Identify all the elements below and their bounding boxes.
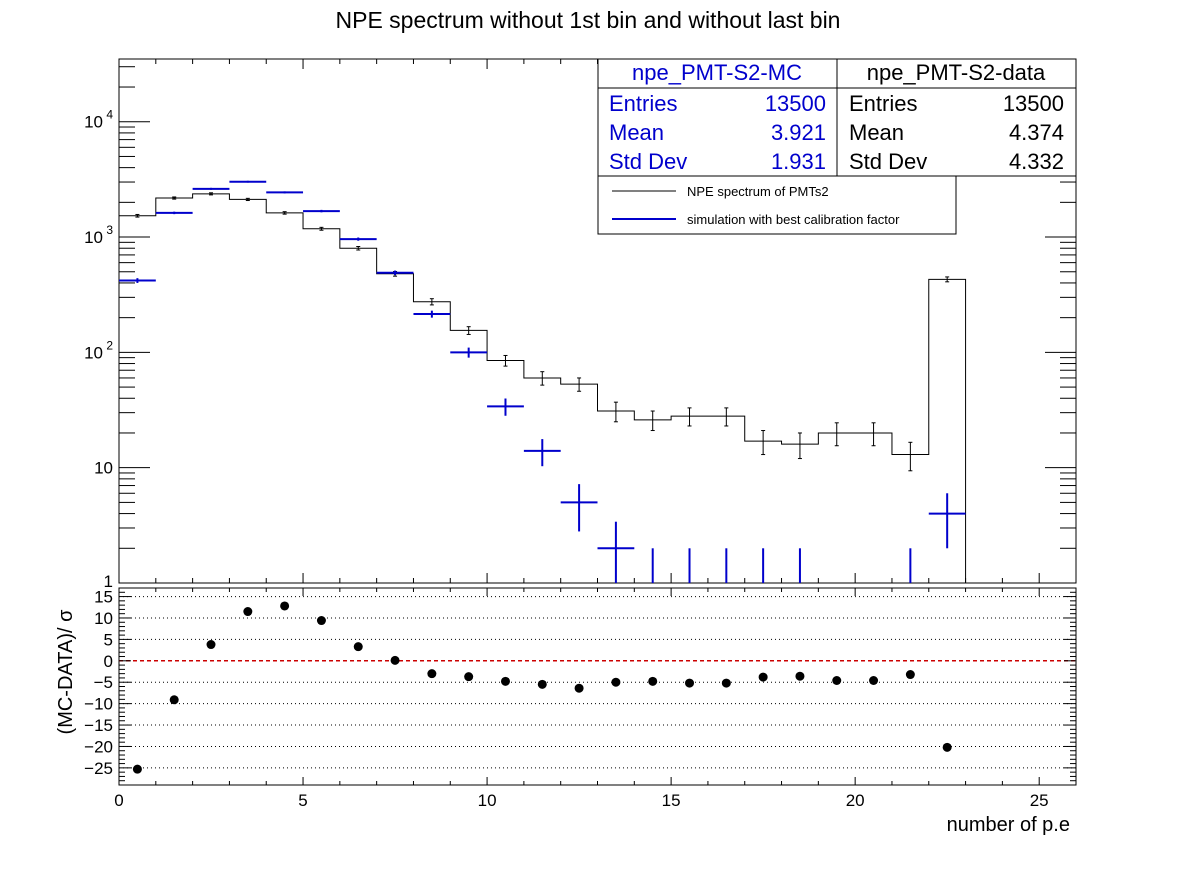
ratio-point xyxy=(685,678,695,688)
ratio-point xyxy=(795,671,805,681)
ratio-y-tick-label: 10 xyxy=(94,609,113,628)
ratio-point xyxy=(721,678,731,688)
top-y-tick-label-exponent: 4 xyxy=(106,108,113,122)
ratio-point xyxy=(132,764,142,774)
ratio-point xyxy=(427,669,437,679)
ratio-point xyxy=(537,679,547,689)
stats-data-entries-label: Entries xyxy=(849,91,917,116)
ratio-point xyxy=(869,676,879,686)
ratio-point xyxy=(206,640,216,650)
ratio-point xyxy=(574,683,584,693)
ratio-y-tick-label: 15 xyxy=(94,588,113,607)
x-tick-label: 15 xyxy=(662,791,681,810)
chart-title: NPE spectrum without 1st bin and without… xyxy=(336,7,841,33)
stats-mc-entries-label: Entries xyxy=(609,91,677,116)
stats-box-data: npe_PMT-S2-data Entries 13500 Mean 4.374… xyxy=(836,58,1077,177)
ratio-y-tick-label: −20 xyxy=(84,737,113,756)
data-histogram-line xyxy=(119,193,967,583)
x-tick-label: 10 xyxy=(478,791,497,810)
top-y-tick-label: 10 xyxy=(84,113,103,132)
ratio-point xyxy=(353,642,363,652)
x-tick-label: 20 xyxy=(846,791,865,810)
stats-data-std-label: Std Dev xyxy=(849,149,927,174)
ratio-point xyxy=(390,655,400,665)
ratio-point xyxy=(942,742,952,752)
x-tick-label: 0 xyxy=(114,791,123,810)
ratio-plot-frame xyxy=(118,587,1077,786)
x-axis-title: number of p.e xyxy=(947,814,1070,836)
ratio-y-tick-label: −10 xyxy=(84,695,113,714)
ratio-y-axis-title: (MC-DATA)/ σ xyxy=(55,609,77,735)
stats-data-entries: 13500 xyxy=(1003,91,1064,116)
stats-mc-mean-label: Mean xyxy=(609,120,664,145)
x-tick-label: 25 xyxy=(1030,791,1049,810)
stats-mc-std: 1.931 xyxy=(771,149,826,174)
stats-box-mc: npe_PMT-S2-MC Entries 13500 Mean 3.921 S… xyxy=(597,58,838,177)
ratio-y-tick-label: −25 xyxy=(84,759,113,778)
ratio-y-tick-label: 0 xyxy=(104,652,113,671)
ratio-point xyxy=(464,672,474,682)
ratio-point xyxy=(243,607,253,617)
ratio-y-tick-label: −5 xyxy=(94,673,113,692)
top-y-tick-label: 10 xyxy=(84,228,103,247)
legend-label-mc: simulation with best calibration factor xyxy=(687,212,900,227)
legend-label-data: NPE spectrum of PMTs2 xyxy=(687,184,829,199)
ratio-point xyxy=(280,601,290,611)
ratio-y-tick-label: −15 xyxy=(84,716,113,735)
stats-data-name: npe_PMT-S2-data xyxy=(867,60,1046,85)
stats-mc-std-label: Std Dev xyxy=(609,149,687,174)
stats-data-mean: 4.374 xyxy=(1009,120,1064,145)
ratio-point xyxy=(648,676,658,686)
stats-mc-entries: 13500 xyxy=(765,91,826,116)
ratio-point xyxy=(611,677,621,687)
legend: NPE spectrum of PMTs2 simulation with be… xyxy=(597,175,957,235)
ratio-y-tick-label: 5 xyxy=(104,630,113,649)
top-y-tick-label: 10 xyxy=(84,343,103,362)
stats-data-mean-label: Mean xyxy=(849,120,904,145)
ratio-point xyxy=(169,695,179,705)
ratio-point xyxy=(905,670,915,680)
ratio-point xyxy=(832,676,842,686)
ratio-point xyxy=(500,676,510,686)
top-y-tick-label: 10 xyxy=(94,459,113,478)
ratio-point xyxy=(316,616,326,626)
stats-data-std: 4.332 xyxy=(1009,149,1064,174)
stats-mc-name: npe_PMT-S2-MC xyxy=(632,60,802,85)
top-y-tick-label-exponent: 3 xyxy=(106,223,113,237)
ratio-point xyxy=(758,672,768,682)
stats-mc-mean: 3.921 xyxy=(771,120,826,145)
top-y-tick-label: 1 xyxy=(104,572,113,591)
x-tick-label: 5 xyxy=(298,791,307,810)
top-y-tick-label-exponent: 2 xyxy=(106,338,113,352)
